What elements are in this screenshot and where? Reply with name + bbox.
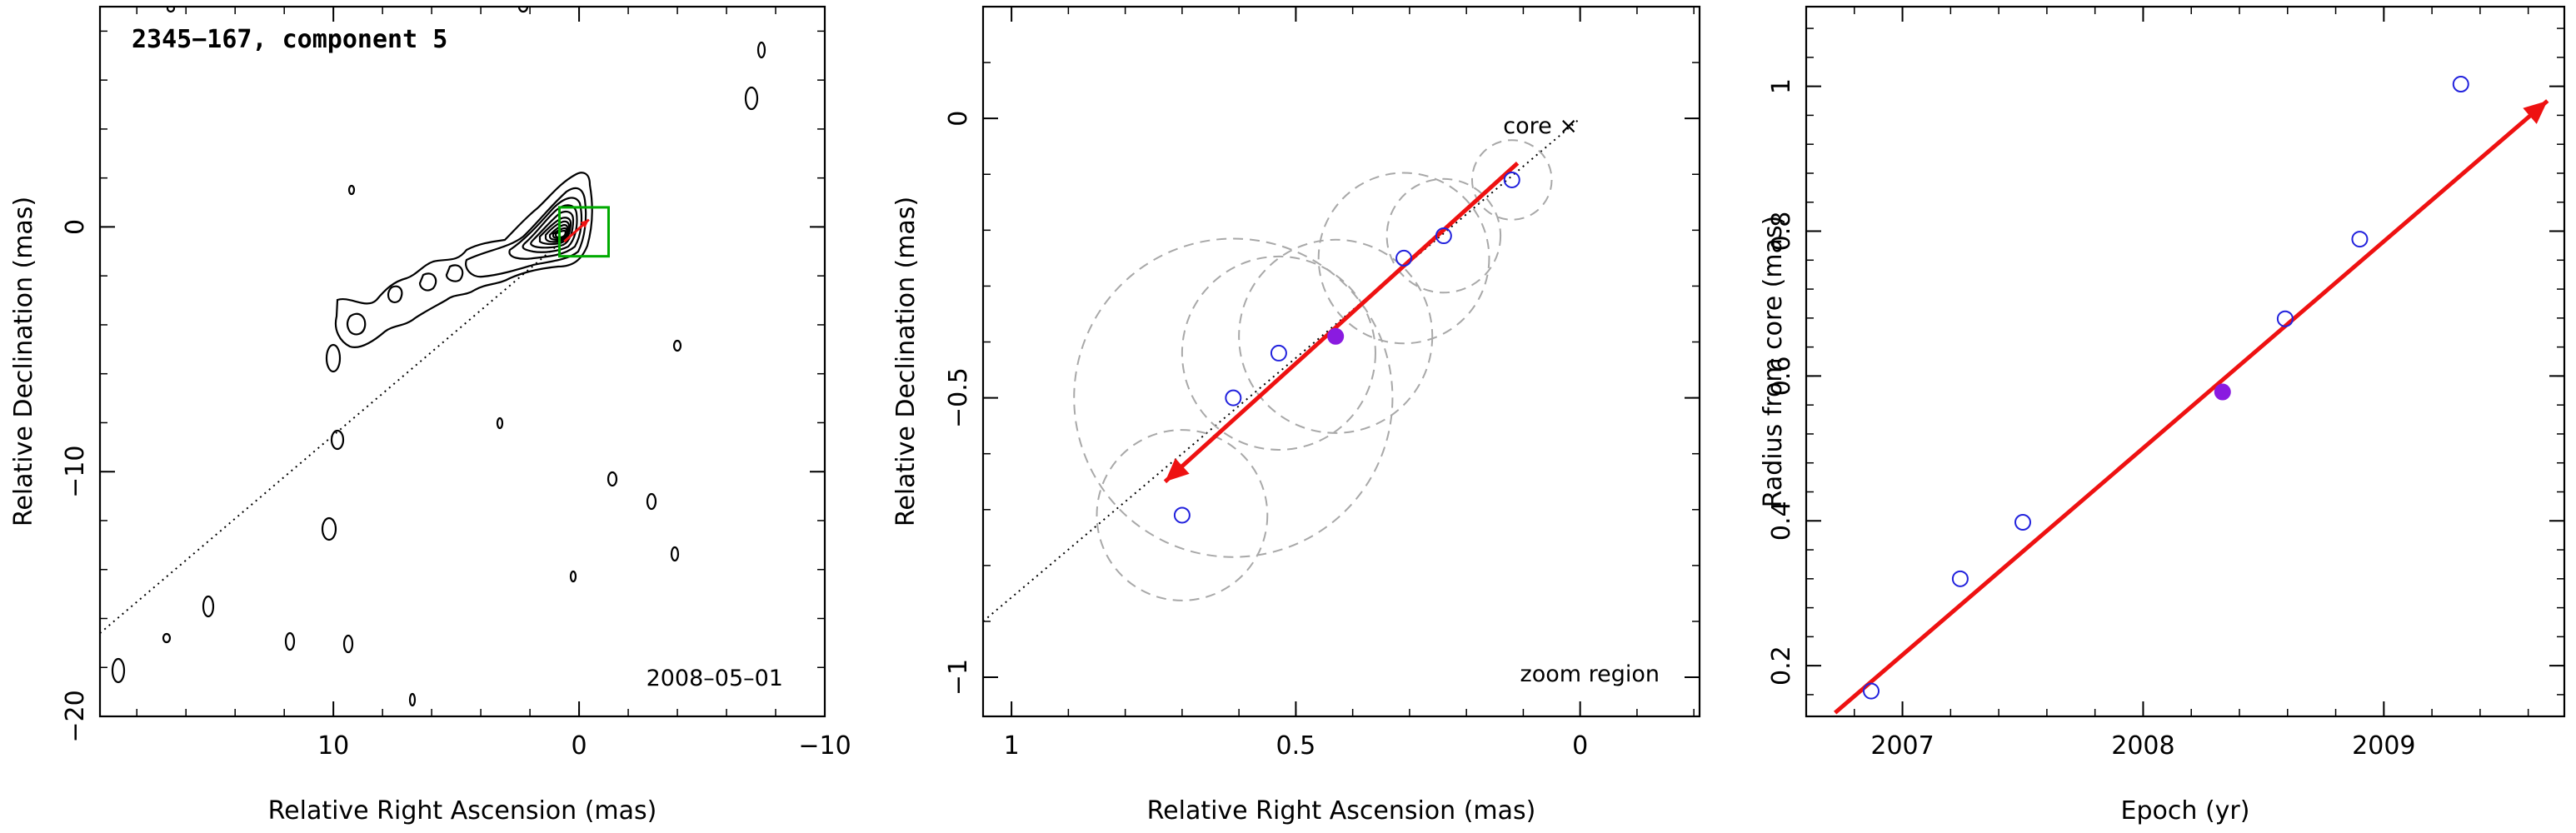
- x-tick-label: −10: [798, 731, 851, 761]
- radius-plot-area: [1834, 76, 2549, 715]
- panel-zoom-region: 1 0.5 0 0 −0.5 −1 core × zoom region Relative…: [891, 5, 1701, 826]
- data-point: [2014, 514, 2031, 531]
- y-tick-label: −10: [61, 446, 90, 498]
- trajectory-arrow-head: [1165, 458, 1190, 482]
- core-annotation: core ×: [1503, 113, 1578, 139]
- uncertainty-circle: [1096, 429, 1269, 601]
- x-tick-label: 0: [572, 731, 587, 761]
- panel-radius-vs-epoch: 2007 2008 2009 0.2 0.4 0.6 0.8 1 Epoch (yr) Rad…: [1759, 5, 2566, 826]
- contour-map-frame: [98, 5, 826, 718]
- uncertainty-circle: [1073, 237, 1394, 558]
- mini-trajectory-arrow-head: [580, 219, 589, 228]
- panel-contour-map: 10 0 −10 0 −10 −20 2345−167, component 5 2008…: [9, 5, 851, 826]
- fit-arrow: [1834, 99, 2549, 715]
- x-tick-label: 0: [1572, 731, 1588, 761]
- radius-y-axis-label: Radius from core (mas): [1759, 216, 1788, 508]
- y-tick-label: −0.5: [944, 367, 973, 428]
- zoom-ticks: 1 0.5 0 0 −0.5 −1: [944, 6, 1700, 761]
- x-tick-label: 1: [1004, 731, 1020, 761]
- y-tick-label: −20: [61, 690, 90, 742]
- jet-direction-line: [100, 226, 580, 634]
- contour-map-y-axis-label: Relative Declination (mas): [9, 197, 38, 526]
- data-point: [1863, 682, 1880, 700]
- fit-arrow-head: [2523, 101, 2548, 124]
- filled-data-point: [2214, 383, 2231, 401]
- contour-map-x-axis-label: Relative Right Ascension (mas): [268, 796, 657, 826]
- data-point: [2452, 76, 2469, 93]
- x-tick-label: 0.5: [1276, 731, 1316, 761]
- data-point: [1173, 506, 1191, 524]
- epoch-label: 2008–05–01: [646, 666, 783, 691]
- y-tick-label: 1: [1767, 78, 1796, 94]
- contours: [111, 7, 766, 707]
- y-tick-label: 0.4: [1767, 501, 1796, 541]
- uncertainty-circle: [1317, 172, 1490, 345]
- contour-map-ticks: 10 0 −10 0 −10 −20: [61, 7, 851, 761]
- zoom-y-axis-label: Relative Declination (mas): [891, 197, 921, 526]
- radius-x-axis-label: Epoch (yr): [2121, 796, 2250, 826]
- y-tick-label: −1: [944, 659, 973, 696]
- y-tick-label: 0.2: [1767, 646, 1796, 686]
- data-point: [1503, 171, 1520, 188]
- data-point: [1225, 389, 1242, 407]
- radius-frame: [1805, 5, 2566, 718]
- uncertainty-circle: [1470, 139, 1553, 221]
- uncertainty-circle: [1385, 177, 1502, 294]
- y-tick-label: 0: [944, 111, 973, 127]
- filled-data-point: [1327, 327, 1345, 345]
- zoom-region-annotation: zoom region: [1520, 661, 1660, 687]
- y-tick-label: 0.6: [1767, 357, 1796, 397]
- data-point: [1270, 344, 1287, 362]
- uncertainty-circle: [1181, 255, 1376, 451]
- radius-ticks: 2007 2008 2009 0.2 0.4 0.6 0.8 1: [1767, 7, 2564, 761]
- uncertainty-circle: [1238, 238, 1434, 434]
- x-tick-label: 2008: [2111, 731, 2174, 761]
- zoom-x-axis-label: Relative Right Ascension (mas): [1147, 796, 1536, 826]
- zoom-region-box: [557, 206, 610, 258]
- contour-map-plot-area: [100, 7, 766, 707]
- x-tick-label: 10: [317, 731, 349, 761]
- contour-map-title: 2345−167, component 5: [132, 25, 447, 54]
- x-tick-label: 2009: [2352, 731, 2415, 761]
- data-point: [2351, 231, 2369, 248]
- data-point: [1435, 227, 1452, 245]
- direction-line: [983, 117, 1581, 622]
- trajectory-arrow: [1163, 161, 1520, 484]
- data-point: [1395, 249, 1413, 267]
- zoom-plot-area: [983, 117, 1581, 622]
- zoom-frame: [981, 5, 1701, 718]
- data-point: [1951, 570, 1969, 587]
- x-tick-label: 2007: [1870, 731, 1934, 761]
- y-tick-label: 0.8: [1767, 212, 1796, 252]
- y-tick-label: 0: [61, 219, 90, 235]
- data-point: [2276, 310, 2294, 327]
